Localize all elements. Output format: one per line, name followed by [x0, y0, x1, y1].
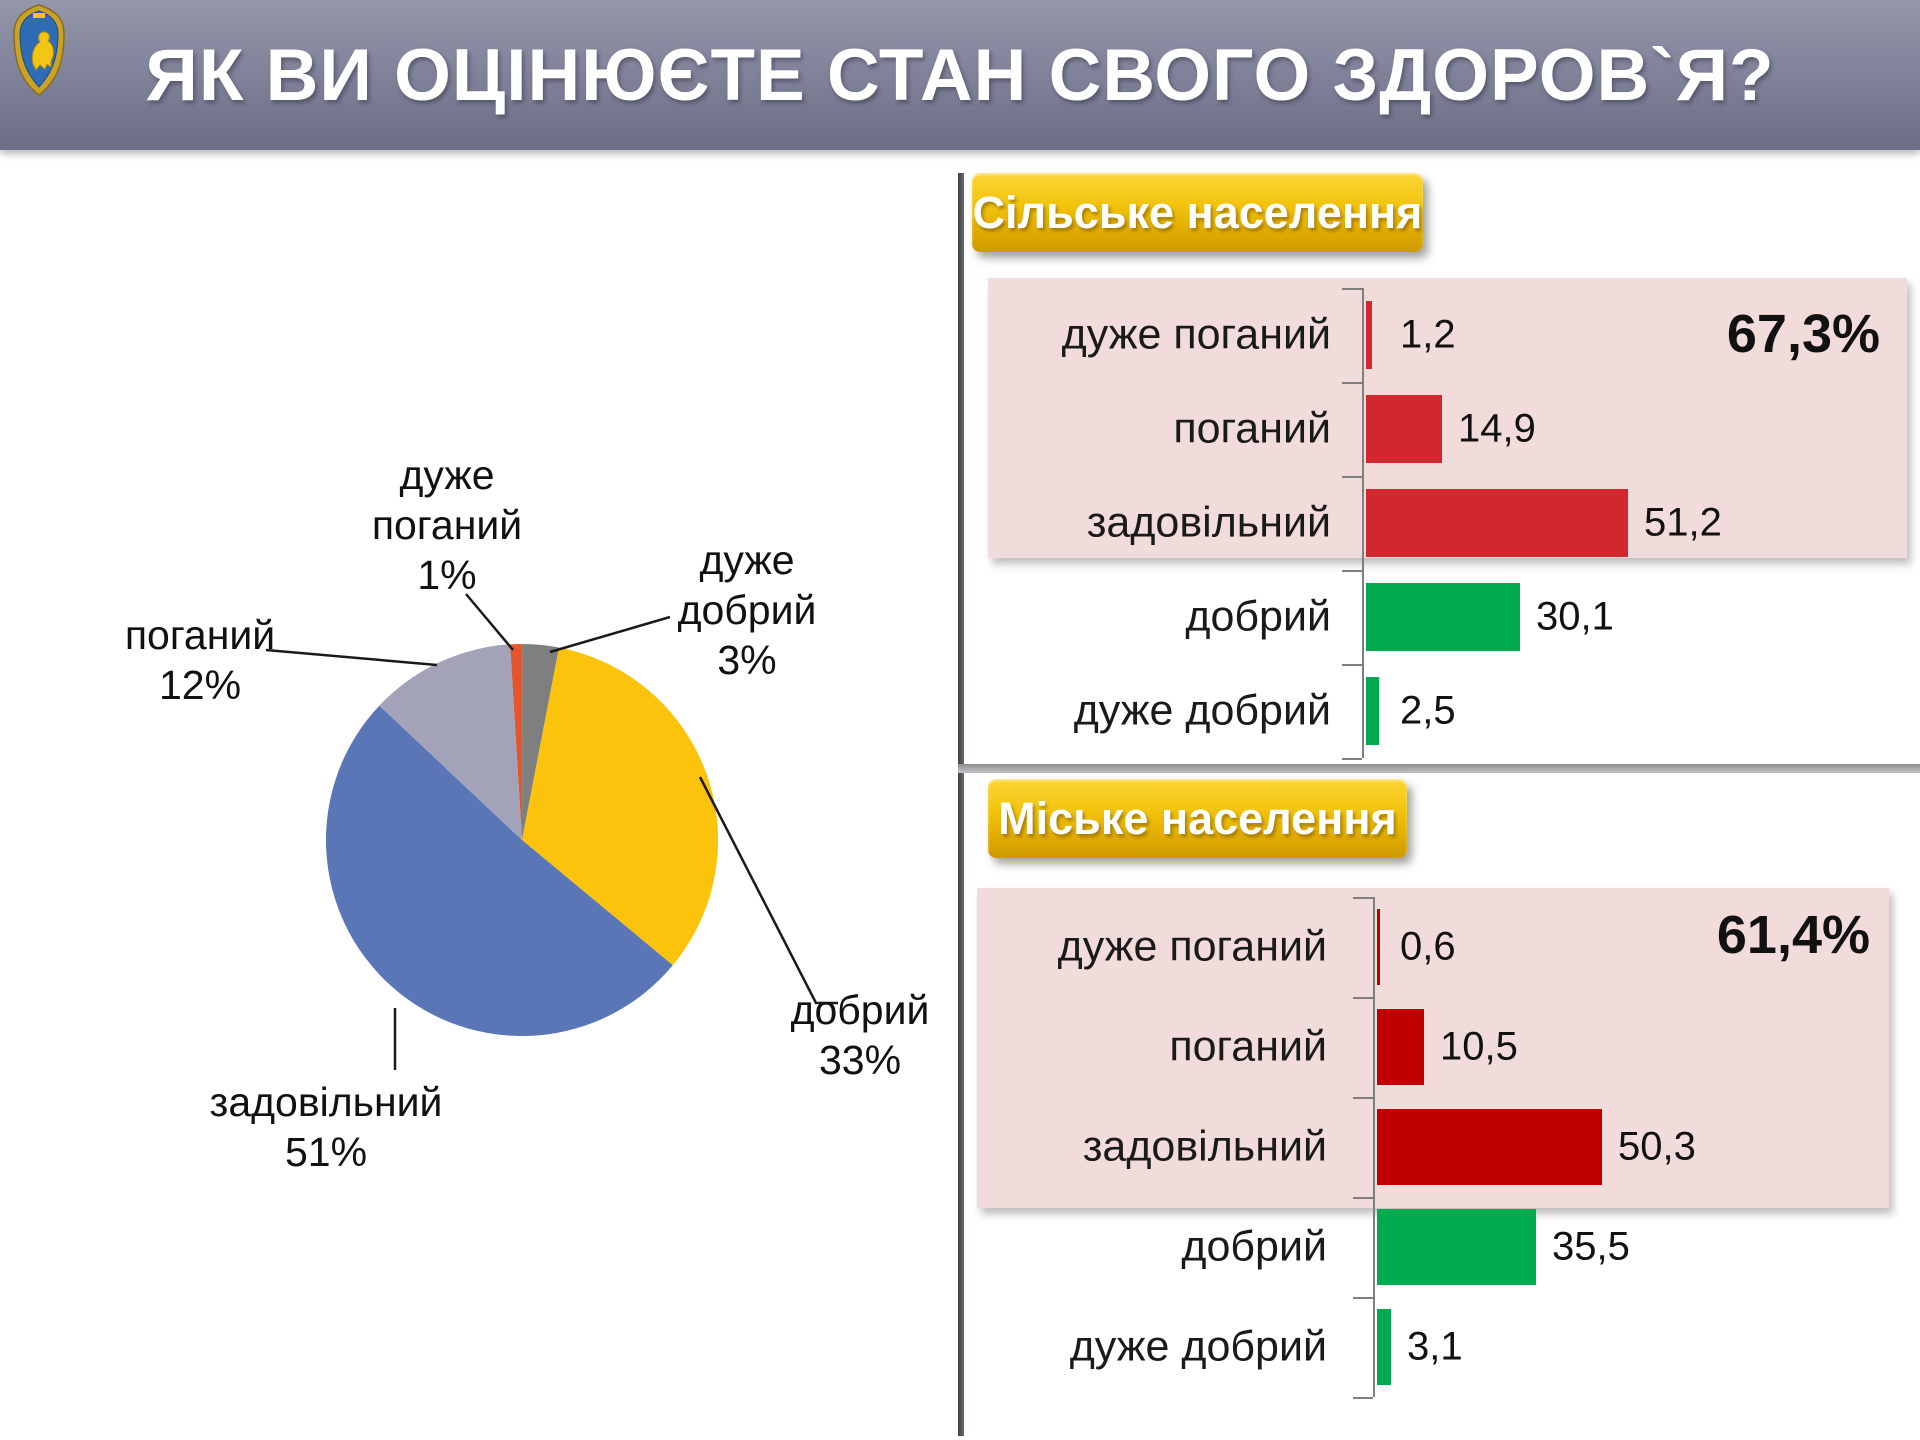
rural-val-bad: 14,9	[1458, 406, 1536, 451]
rural-val-good: 30,1	[1536, 594, 1614, 639]
axis-tick	[1342, 570, 1362, 572]
pie-label-very-bad-pct: 1%	[417, 552, 477, 598]
pie-label-good-pct: 33%	[818, 1037, 902, 1083]
urban-bar-very-good	[1377, 1309, 1391, 1385]
urban-bar-very-bad	[1377, 909, 1380, 985]
badge-rural-population: Сільське населення	[972, 173, 1423, 252]
pie-slice-дуже-поганий	[510, 643, 523, 840]
urban-cat-very-bad: дуже поганий	[1057, 922, 1327, 971]
urban-total-negative-pct: 61,4%	[1716, 905, 1870, 965]
axis-tick	[1342, 382, 1362, 384]
axis-tick	[1353, 997, 1373, 999]
pie-label-bad-pct: 12%	[158, 662, 242, 708]
rural-cat-very-good: дуже добрий	[1073, 686, 1331, 735]
axis-tick	[1342, 664, 1362, 666]
rural-bar-good	[1366, 583, 1520, 651]
axis-tick	[1353, 897, 1373, 899]
urban-val-very-bad: 0,6	[1400, 924, 1456, 969]
rural-bar-very-bad	[1366, 301, 1372, 369]
coat-of-arms-icon	[13, 4, 65, 96]
pie-label-good-name: добрий	[790, 987, 930, 1033]
badge-rural-label: Сільське населення	[972, 186, 1423, 238]
urban-val-very-good: 3,1	[1407, 1324, 1463, 1369]
rural-cat-bad: поганий	[1173, 404, 1331, 453]
urban-val-good: 35,5	[1552, 1224, 1630, 1269]
rural-val-very-bad: 1,2	[1400, 312, 1456, 357]
category-axis	[1373, 897, 1375, 1397]
urban-cat-satisf: задовільний	[1082, 1122, 1327, 1171]
pie-slice-дуже-добрий	[522, 644, 560, 840]
pie-label-very-good-name: дуже добрий	[677, 537, 817, 633]
title-bar: ЯК ВИ ОЦІНЮЄТЕ СТАН СВОГО ЗДОРОВ`Я?	[0, 0, 1920, 150]
pie-slice-поганий	[379, 644, 522, 840]
urban-cat-bad: поганий	[1169, 1022, 1327, 1071]
pie-label-good: добрий 33%	[765, 985, 955, 1085]
pie-label-very-good: дуже добрий 3%	[652, 535, 842, 685]
horizontal-divider	[958, 764, 1920, 773]
pie-label-very-bad: дуже поганий 1%	[352, 450, 542, 600]
axis-tick	[1353, 1397, 1373, 1399]
pie-label-bad: поганий 12%	[105, 610, 295, 710]
urban-bar-bad	[1377, 1009, 1424, 1085]
axis-tick	[1342, 288, 1362, 290]
pie-slice-задовільний	[325, 705, 673, 1037]
axis-tick	[1353, 1197, 1373, 1199]
pie-label-bad-name: поганий	[124, 612, 276, 658]
urban-cat-good: добрий	[1181, 1222, 1327, 1271]
rural-cat-very-bad: дуже поганий	[1061, 310, 1331, 359]
page-title: ЯК ВИ ОЦІНЮЄТЕ СТАН СВОГО ЗДОРОВ`Я?	[145, 34, 1775, 116]
pie-label-satisfactory: задовільний 51%	[206, 1077, 446, 1177]
axis-tick	[1342, 758, 1362, 760]
axis-tick	[1342, 476, 1362, 478]
category-axis	[1362, 288, 1364, 758]
rural-cat-satisf: задовільний	[1086, 498, 1331, 547]
urban-bar-good	[1377, 1209, 1536, 1285]
urban-cat-very-good: дуже добрий	[1069, 1322, 1327, 1371]
rural-bar-very-good	[1366, 677, 1379, 745]
rural-bar-bad	[1366, 395, 1442, 463]
rural-bar-satisf	[1366, 489, 1628, 557]
axis-tick	[1353, 1297, 1373, 1299]
urban-val-satisf: 50,3	[1618, 1124, 1696, 1169]
urban-val-bad: 10,5	[1440, 1024, 1518, 1069]
rural-total-negative-pct: 67,3%	[1726, 304, 1880, 364]
pie-label-very-good-pct: 3%	[717, 637, 777, 683]
rural-cat-good: добрий	[1185, 592, 1331, 641]
pie-label-satisfactory-pct: 51%	[284, 1129, 368, 1175]
rural-val-very-good: 2,5	[1400, 688, 1456, 733]
badge-urban-population: Міське населення	[988, 779, 1407, 858]
badge-urban-label: Міське населення	[998, 792, 1397, 844]
pie-chart	[325, 643, 718, 1037]
vertical-divider	[958, 173, 964, 1436]
urban-bar-satisf	[1377, 1109, 1602, 1185]
pie-slice-добрий	[522, 647, 718, 966]
pie-label-very-bad-name: дуже поганий	[371, 452, 523, 548]
rural-val-satisf: 51,2	[1644, 500, 1722, 545]
pie-label-satisfactory-name: задовільний	[209, 1079, 443, 1125]
axis-tick	[1353, 1097, 1373, 1099]
